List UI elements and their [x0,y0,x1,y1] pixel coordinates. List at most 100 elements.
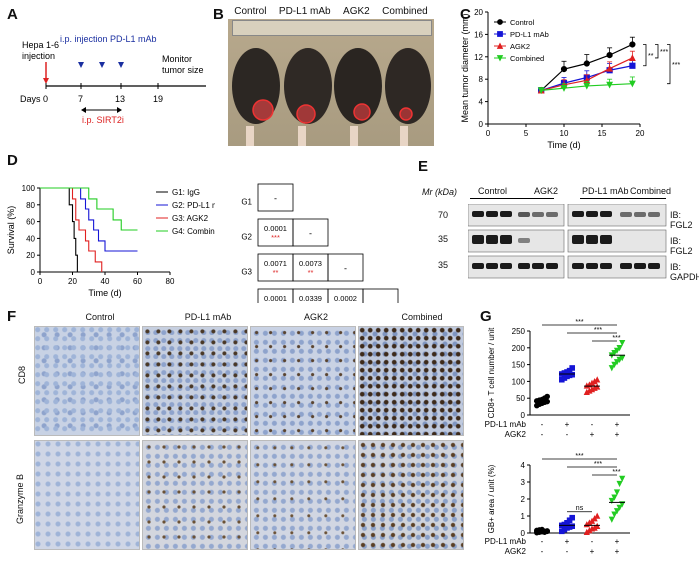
tumor-control [252,99,274,121]
g-sign-agk: + [590,547,595,556]
ib-fgl2-1: IB: FGL2 [670,210,693,230]
ib-gapdh: IB: GAPDH [670,262,699,282]
panel-label-b: B [213,6,224,23]
g-point [611,494,618,501]
g-row-label-agk: AGK2 [505,430,527,439]
g-sign-pd: - [591,537,594,546]
d-survival-curve [40,187,83,273]
d-survival-curve [40,187,103,272]
g-sig-label: *** [575,453,583,460]
g-sign-pd: + [565,420,570,429]
c-xtick-label: 10 [560,129,569,138]
panel-label-g: G [480,308,492,325]
c-point [606,52,613,59]
g-point [619,339,626,347]
g-sig-label: *** [612,335,620,342]
c-xtick-label: 0 [486,129,491,138]
g-ytick-label: 2 [521,495,526,504]
photo-label-combined: Combined [382,6,428,17]
matrix-sig: *** [271,233,280,242]
g-sign-agk: + [615,430,620,439]
photo-label-agk2: AGK2 [343,6,370,17]
day-7: 7 [78,94,83,104]
c-sig-label: *** [660,49,668,56]
matrix-pvalue: 0.0001 [264,294,287,303]
g-point [594,512,601,519]
g-ytick-label: 50 [516,394,525,403]
g-sign-pd: + [565,537,570,546]
c-xtick-label: 5 [524,129,529,138]
g-point [611,361,618,369]
c-legend-marker [496,55,504,62]
c-ytick-label: 20 [474,8,483,17]
pvalue-matrix: G1G1G2G2G3G3G4G4----0.0001***0.0071**0.0… [241,183,399,304]
matrix-row-label: G4 [241,303,252,304]
hist-col-control: Control [85,312,115,322]
hist-cd8-combined [358,326,464,436]
g-ytick-label: 150 [512,361,526,370]
injection-marker-2 [99,62,105,68]
matrix-row-label: G2 [241,233,252,242]
g-point [608,497,615,505]
g-sign-agk: - [566,547,569,556]
g-point [611,350,618,357]
hist-cd8-pdl1 [142,326,248,436]
g-point [594,522,601,529]
blot-bands [468,204,667,279]
g-row-label-agk: AGK2 [505,547,527,556]
d-ylabel: Survival (%) [6,206,16,255]
matrix-pvalue: 0.0002 [334,294,357,303]
d-xtick-label: 80 [166,277,175,286]
g-point [613,508,621,515]
g-row-label-pd: PD-L1 mAb [485,420,527,429]
g-sign-pd: + [615,420,620,429]
blot-group-agk2: AGK2 [534,186,559,196]
hist-gb-agk2 [250,440,356,550]
c-point [629,62,636,69]
c-ytick-label: 8 [479,75,484,84]
injection-line2: injection [22,51,55,61]
g-point [569,523,576,529]
matrix-cell [362,288,399,303]
d-legend-label: G2: PD-L1 mAb [172,201,215,210]
blot-group-combined: Combined [630,186,672,196]
c-legend-marker [497,19,503,25]
c-ytick-label: 12 [474,53,483,62]
d-ytick-label: 40 [26,234,35,243]
d-survival-curve [40,187,138,252]
c-point [629,41,636,48]
d-ytick-label: 0 [31,268,36,277]
c-point [560,66,568,73]
matrix-diag: - [274,194,277,204]
matrix-row-label: G3 [241,268,252,277]
g-point [613,347,621,354]
hist-gb-combined [358,440,464,550]
tumor-pdl1 [296,104,316,124]
photo-label-control: Control [234,6,267,17]
g-point [619,501,626,508]
g-sig-label: *** [594,327,602,334]
c-xtick-label: 20 [636,129,645,138]
g-point [619,475,626,483]
western-blot: Mr (kDa) Control AGK2 PD-L1 mAb Combined… [420,170,699,300]
matrix-sig: ** [273,268,279,277]
panel-label-a: A [7,6,18,23]
hist-gb-control [34,440,140,550]
g-point [611,511,618,518]
g-point [616,504,623,511]
g-ytick-label: 200 [512,344,526,353]
g-sign-agk: - [541,547,544,556]
matrix-cell [292,218,329,247]
mice-silhouettes [232,48,431,146]
g-point [594,383,601,390]
g-point [544,393,550,400]
c-sig-label: ** [648,53,654,60]
d-legend-label: G3: AGK2 [172,214,209,223]
g-sign-pd: - [541,420,544,429]
injection-marker-1 [78,62,84,68]
c-sig-bracket [667,44,671,85]
g-ylabel: GB+ area / unit (%) [487,464,496,533]
matrix-sig: ** [308,268,314,277]
panel-label-f: F [7,308,17,325]
c-point [606,81,614,89]
